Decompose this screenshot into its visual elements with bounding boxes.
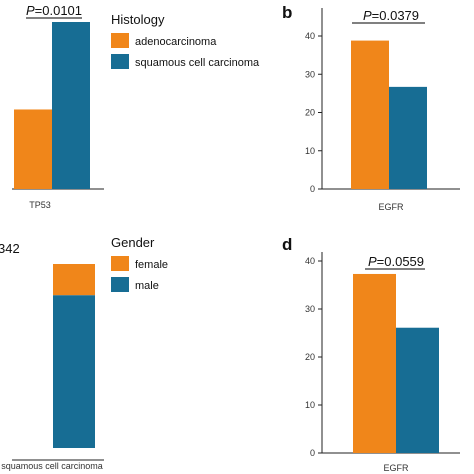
panel-d: d 0 10 20 30 40 P=0.0559 EGFR xyxy=(282,235,460,473)
panel-a-p-value: P=0.0101 xyxy=(26,3,82,18)
panel-c-x-tick-label: squamous cell carcinoma xyxy=(1,461,103,471)
legend-gender-title: Gender xyxy=(111,235,155,250)
legend-histology-title: Histology xyxy=(111,12,165,27)
panel-b-label: b xyxy=(282,3,292,22)
legend-swatch-male xyxy=(111,277,129,292)
panel-b: b 0 10 20 30 40 P=0.0379 EGFR xyxy=(282,3,460,212)
legend-swatch-female xyxy=(111,256,129,271)
legend-gender: Gender female male xyxy=(111,235,168,292)
panel-d-y-tick-label: 10 xyxy=(305,400,315,410)
panel-d-y-ticks: 0 10 20 30 40 xyxy=(305,256,322,458)
panel-c-bar-male xyxy=(53,295,95,448)
panel-d-y-tick-label: 0 xyxy=(310,448,315,458)
panel-d-y-tick-label: 40 xyxy=(305,256,315,266)
legend-label-squamous: squamous cell carcinoma xyxy=(135,57,260,69)
panel-d-y-tick-label: 30 xyxy=(305,304,315,314)
panel-b-bar-adenocarcinoma xyxy=(351,40,389,190)
legend-label-adenocarcinoma: adenocarcinoma xyxy=(135,36,217,48)
panel-d-label: d xyxy=(282,235,292,254)
legend-swatch-adenocarcinoma xyxy=(111,33,129,48)
panel-d-bar-male xyxy=(396,327,439,453)
panel-a-bar-squamous xyxy=(52,22,90,189)
legend-label-female: female xyxy=(135,259,168,271)
panel-b-y-tick-label: 20 xyxy=(305,108,315,118)
panel-b-bar-squamous xyxy=(389,86,427,189)
panel-b-y-tick-label: 30 xyxy=(305,69,315,79)
panel-a-x-tick-label: TP53 xyxy=(29,200,51,210)
legend-label-male: male xyxy=(135,280,159,292)
panel-d-bar-female xyxy=(353,273,396,453)
legend-swatch-squamous xyxy=(111,54,129,69)
panel-c-bar-female xyxy=(53,264,95,296)
panel-d-x-tick-label: EGFR xyxy=(383,463,409,473)
panel-a-bar-adenocarcinoma xyxy=(14,109,52,189)
panel-b-y-tick-label: 10 xyxy=(305,146,315,156)
panel-b-p-value: P=0.0379 xyxy=(363,8,419,23)
panel-a: P=0.0101 TP53 xyxy=(12,3,104,210)
panel-b-y-tick-label: 40 xyxy=(305,31,315,41)
panel-d-p-value: P=0.0559 xyxy=(368,254,424,269)
legend-histology: Histology adenocarcinoma squamous cell c… xyxy=(111,12,260,69)
panel-b-y-ticks: 0 10 20 30 40 xyxy=(305,31,322,194)
panel-c-p-value-fragment: 342 xyxy=(0,241,20,256)
panel-b-y-tick-label: 0 xyxy=(310,184,315,194)
panel-c: 342 squamous cell carcinoma xyxy=(0,241,104,471)
panel-b-x-tick-label: EGFR xyxy=(378,202,404,212)
panel-d-y-tick-label: 20 xyxy=(305,352,315,362)
